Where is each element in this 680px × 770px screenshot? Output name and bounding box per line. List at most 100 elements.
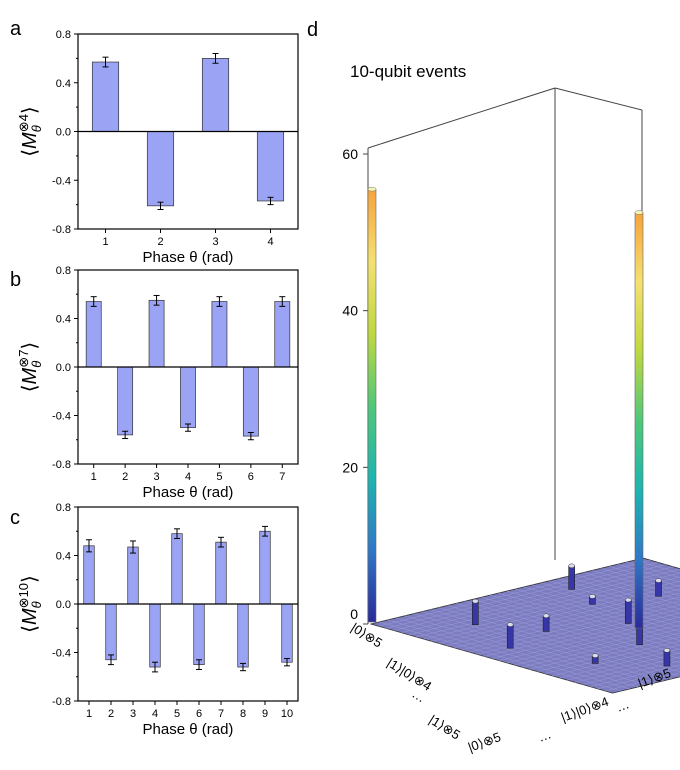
small-bar-top (589, 594, 596, 599)
x-tick-label: 7 (218, 708, 224, 720)
x-tick-label: 1 (102, 236, 108, 248)
bar (83, 545, 95, 605)
y-tick-label: 0.8 (56, 265, 71, 277)
floor-line (604, 672, 680, 692)
x-tick-label: 3 (212, 236, 218, 248)
small-bar (655, 580, 662, 597)
box-edge (367, 87, 556, 149)
floor-line (574, 574, 680, 605)
x-tick-label: 8 (240, 708, 246, 720)
floor-line (625, 561, 680, 578)
bar (259, 530, 271, 605)
small-bar-top (472, 598, 479, 604)
panel-label: d (307, 19, 318, 41)
floor-line (566, 576, 680, 610)
y-axis-label: ⟨Mθ⊗7⟩ (16, 342, 44, 392)
panel-b-chart: b 1 2 3 4 5 6 7 0.8 0.4 0.0 -0.4 -0.8 Phase θ (rad) ⟨M… (10, 265, 299, 501)
y-tick-label: 0.4 (56, 551, 71, 563)
small-bar-top (655, 578, 662, 583)
floor-line (582, 660, 680, 685)
bar (274, 301, 291, 368)
bar (91, 61, 120, 132)
bar (215, 541, 227, 605)
x-tick-label: 2 (122, 471, 128, 483)
x-tick-label: 9 (262, 708, 268, 720)
x-axis-label: Phase θ (rad) (143, 484, 234, 501)
small-bar-top (506, 622, 514, 627)
floor-line (532, 584, 680, 628)
bar (117, 366, 134, 436)
x-axis-label: Phase θ (rad) (143, 721, 234, 738)
floor-line (540, 582, 680, 623)
x-tick-label: 5 (174, 708, 180, 720)
y-tick-label: 0.8 (56, 502, 71, 514)
bar (256, 131, 285, 202)
y-axis-label: ⟨Mθ⊗10⟩ (16, 575, 44, 633)
axis1-label-end: |1⟩⊗5 (426, 712, 463, 743)
bar (85, 301, 102, 368)
y-tick-label: 0.0 (56, 127, 71, 139)
y-tick-label: 0.0 (56, 599, 71, 611)
bar (201, 58, 230, 132)
x-tick-label: 1 (91, 471, 97, 483)
small-bar (663, 650, 671, 667)
floor-line (537, 636, 680, 672)
small-bar-top (625, 597, 632, 603)
z-tick-label: 60 (342, 146, 358, 162)
small-bar-top (663, 648, 671, 653)
y-tick-label: 0.8 (56, 29, 71, 41)
panel-d-chart: d 10-qubit events 60 40 20 0 |0⟩⊗5 |1⟩|0⟩⊗4 |1⟩⊗… (307, 19, 680, 755)
y-tick-label: -0.8 (52, 696, 71, 708)
bar (146, 131, 175, 207)
bar (281, 603, 293, 663)
x-tick-label: 7 (279, 471, 285, 483)
x-tick-label: 4 (267, 236, 273, 248)
small-bar (568, 565, 575, 590)
floor-line (583, 572, 680, 601)
bar (148, 299, 165, 368)
axis2-label-mid: |1⟩|0⟩⊗4 (559, 694, 611, 725)
z-tick-label: 20 (342, 459, 358, 475)
z-tick-label: 40 (342, 303, 358, 319)
x-tick-label: 6 (196, 708, 202, 720)
bar (211, 301, 228, 368)
y-axis-label: ⟨Mθ⊗4⟩ (16, 106, 44, 156)
y-tick-label: -0.4 (52, 411, 71, 423)
axis2-label-start: |0⟩⊗5 (466, 729, 503, 755)
floor-line (557, 578, 680, 614)
floor-line (634, 559, 680, 574)
bar (149, 603, 161, 668)
x-tick-label: 10 (281, 708, 293, 720)
y-tick-label: 0.0 (56, 362, 71, 374)
x-axis-label: Phase θ (rad) (143, 249, 234, 266)
bar (127, 546, 139, 605)
x-tick-label: 2 (108, 708, 114, 720)
chart-title: 10-qubit events (350, 62, 466, 81)
x-tick-label: 5 (216, 471, 222, 483)
floor-line (529, 632, 680, 670)
y-tick-label: 0.4 (56, 314, 71, 326)
floor-line (549, 580, 680, 619)
small-bar-top (591, 653, 599, 658)
floor-line (521, 628, 680, 668)
peak-bar-top (634, 210, 644, 215)
peak-bar-top (367, 186, 377, 192)
small-bar (624, 599, 632, 624)
bar (242, 366, 259, 437)
floor-line (589, 664, 680, 687)
x-tick-label: 4 (185, 471, 191, 483)
floor-line (544, 640, 680, 674)
y-tick-label: -0.4 (52, 175, 71, 187)
floor-line (574, 656, 680, 683)
x-tick-label: 3 (154, 471, 160, 483)
panel-label: c (10, 507, 20, 529)
bar (193, 603, 205, 665)
panel-label: a (10, 18, 22, 40)
small-bar (506, 624, 514, 649)
small-bar-top (568, 563, 575, 569)
axis2-ellipsis: … (614, 696, 631, 715)
box-edge (554, 87, 643, 111)
floor-line (506, 620, 680, 664)
x-tick-label: 4 (152, 708, 158, 720)
